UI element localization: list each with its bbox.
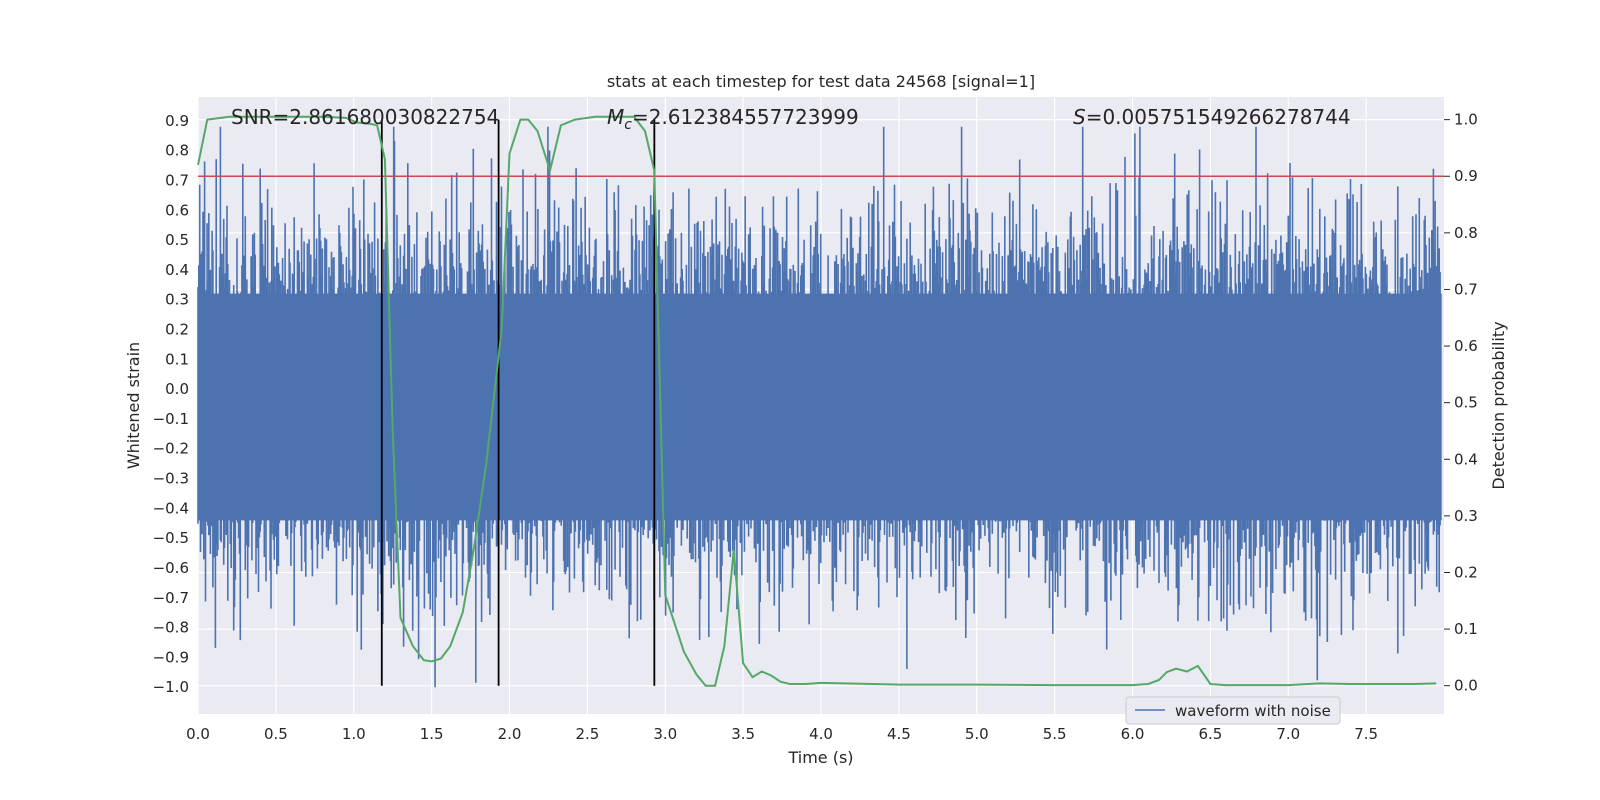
y-tick-label-left: −0.2 bbox=[153, 440, 189, 458]
y-ticks-left: 0.9 0.8 0.7 0.6 0.5 0.4 0.3 0.2 0.1 0.0 −0.1 −0.2 −0… bbox=[153, 112, 189, 696]
x-tick-label: 3.5 bbox=[731, 725, 755, 743]
marker-lines bbox=[380, 119, 656, 686]
y-ticks-right: 1.0 0.9 0.8 0.7 0.6 0.5 0.4 0.3 0.2 0.1 0.0 bbox=[1444, 111, 1478, 695]
s-value: =0.005751549266278744 bbox=[1086, 105, 1351, 129]
waveform-series bbox=[197, 126, 1442, 688]
detection-probability-series bbox=[197, 115, 1437, 687]
y-tick-label-right: 0.9 bbox=[1454, 167, 1478, 185]
x-tick-label: 5.5 bbox=[1043, 725, 1067, 743]
y-tick-label-right: 0.1 bbox=[1454, 620, 1478, 638]
chirp-mass-value: =2.612384557723999 bbox=[632, 105, 859, 129]
x-tick-label: 0.0 bbox=[186, 725, 210, 743]
x-tick-label: 2.0 bbox=[498, 725, 522, 743]
y-tick-label-left: −0.1 bbox=[153, 410, 189, 428]
x-tick-label: 7.5 bbox=[1354, 725, 1378, 743]
y-tick-label-right: 1.0 bbox=[1454, 111, 1478, 129]
legend: waveform with noise bbox=[1125, 696, 1341, 725]
x-tick-label: 4.0 bbox=[809, 725, 833, 743]
y-tick-label-left: −0.8 bbox=[153, 619, 189, 637]
x-tick-label: 4.5 bbox=[887, 725, 911, 743]
s-symbol: S bbox=[1073, 105, 1086, 129]
x-tick-label: 5.0 bbox=[965, 725, 989, 743]
y-tick-label-right: 0.3 bbox=[1454, 507, 1478, 525]
y-tick-label-right: 0.0 bbox=[1454, 677, 1478, 695]
y-tick-label-left: 0.1 bbox=[165, 350, 189, 368]
y-tick-label-left: 0.4 bbox=[165, 261, 189, 279]
y-tick-label-left: 0.3 bbox=[165, 291, 189, 309]
x-tick-label: 6.0 bbox=[1121, 725, 1145, 743]
legend-label-waveform: waveform with noise bbox=[1175, 702, 1331, 720]
x-tick-label: 1.0 bbox=[342, 725, 366, 743]
y-tick-label-left: 0.2 bbox=[165, 320, 189, 338]
chirp-mass-subscript: c bbox=[624, 117, 632, 133]
y-tick-label-left: −0.7 bbox=[153, 589, 189, 607]
detection-probability-line bbox=[197, 115, 1437, 687]
x-tick-label: 7.0 bbox=[1276, 725, 1300, 743]
x-tick-label: 3.0 bbox=[653, 725, 677, 743]
x-tick-label: 2.5 bbox=[575, 725, 599, 743]
y-tick-label-left: −0.6 bbox=[153, 559, 189, 577]
y-tick-label-left: −0.5 bbox=[153, 529, 189, 547]
y-tick-label-left: 0.5 bbox=[165, 231, 189, 249]
x-tick-label: 1.5 bbox=[420, 725, 444, 743]
chirp-mass-annotation: Mc=2.612384557723999 bbox=[607, 105, 859, 133]
y-tick-label-left: 0.6 bbox=[165, 201, 189, 219]
y-tick-label-right: 0.2 bbox=[1454, 563, 1478, 581]
y-tick-label-right: 0.5 bbox=[1454, 394, 1478, 412]
x-axis-label: Time (s) bbox=[787, 748, 853, 767]
x-tick-label: 6.5 bbox=[1198, 725, 1222, 743]
chirp-mass-symbol: M bbox=[607, 105, 624, 129]
y-tick-label-left: −0.4 bbox=[153, 499, 189, 517]
snr-annotation: SNR=2.861680030822754 bbox=[231, 105, 499, 129]
x-ticks: 0.0 0.5 1.0 1.5 2.0 2.5 3.0 3.5 4.0 4.5 5.0 5.5 6.0 6… bbox=[186, 725, 1378, 743]
x-tick-label: 0.5 bbox=[264, 725, 288, 743]
y-tick-label-left: −0.9 bbox=[153, 648, 189, 666]
y-tick-label-left: 0.9 bbox=[165, 112, 189, 130]
y-tick-label-right: 0.4 bbox=[1454, 450, 1478, 468]
y-tick-label-left: 0.0 bbox=[165, 380, 189, 398]
s-annotation: S=0.005751549266278744 bbox=[1073, 105, 1351, 129]
y-tick-label-left: −1.0 bbox=[153, 678, 189, 696]
chart-title: stats at each timestep for test data 245… bbox=[607, 72, 1035, 91]
y-tick-label-right: 0.8 bbox=[1454, 224, 1478, 242]
legend-box bbox=[1125, 696, 1341, 725]
y-tick-label-right: 0.7 bbox=[1454, 280, 1478, 298]
y-tick-label-right: 0.6 bbox=[1454, 337, 1478, 355]
y-axis-label-left: Whitened strain bbox=[124, 342, 143, 469]
y-tick-label-left: 0.8 bbox=[165, 142, 189, 160]
y-tick-label-left: 0.7 bbox=[165, 171, 189, 189]
y-axis-label-right: Detection probability bbox=[1489, 321, 1508, 489]
y-tick-label-left: −0.3 bbox=[153, 470, 189, 488]
waveform-trace bbox=[197, 126, 1442, 688]
